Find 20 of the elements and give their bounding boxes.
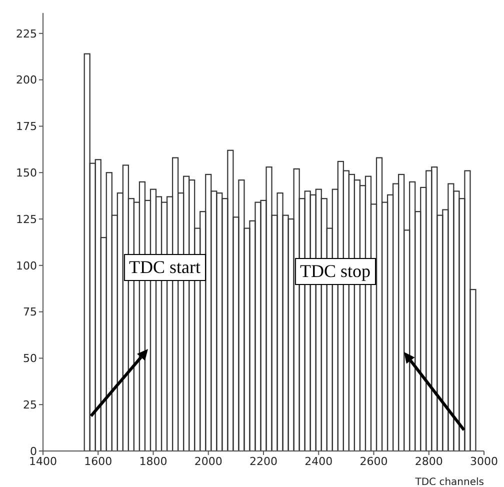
y-tick-label: 25 <box>23 398 37 412</box>
y-tick-label: 200 <box>16 74 37 87</box>
annotation: TDC start <box>124 254 206 281</box>
y-tick-label: 225 <box>16 27 37 40</box>
x-tick-label: 1800 <box>139 454 168 468</box>
y-tick-label: 75 <box>23 306 37 319</box>
x-tick-label: 1600 <box>84 454 112 468</box>
x-tick-label: 2800 <box>414 454 443 468</box>
x-tick-label: 2200 <box>250 454 278 468</box>
y-tick-label: 50 <box>23 352 37 366</box>
y-tick-label: 150 <box>16 166 37 180</box>
x-axis-title: TDC channels <box>414 477 484 487</box>
y-tick-label: 125 <box>16 212 37 226</box>
x-tick-label: 3000 <box>470 454 498 468</box>
x-tick-label: 2400 <box>304 454 333 468</box>
y-tick-label: 100 <box>16 259 37 272</box>
y-tick-label: 175 <box>16 120 37 134</box>
x-tick-label: 2600 <box>360 454 388 468</box>
x-tick-label: 2000 <box>194 454 222 468</box>
annotation: TDC stop <box>295 258 376 285</box>
